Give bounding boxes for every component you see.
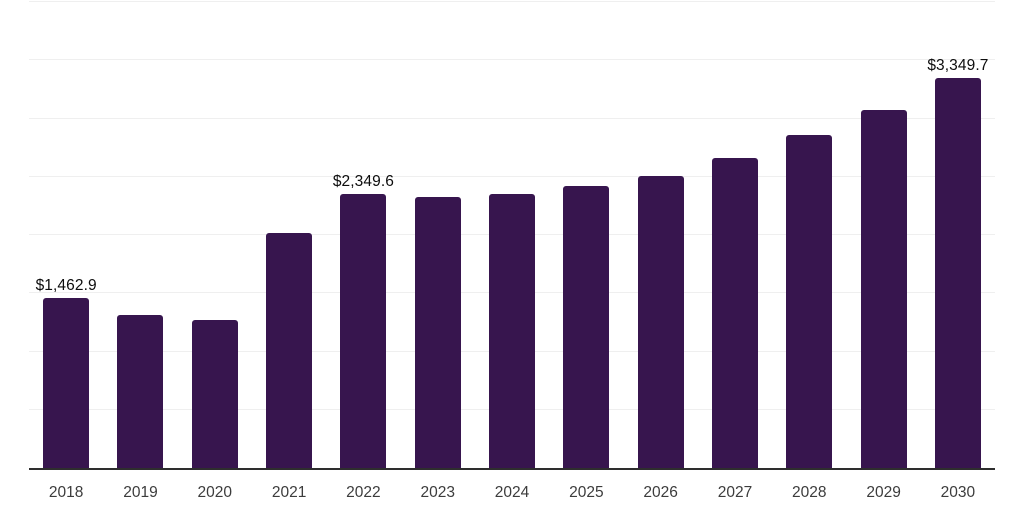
bar-2020 bbox=[191, 320, 238, 468]
x-tick-label: 2023 bbox=[420, 484, 455, 501]
bar-value-label: $3,349.7 bbox=[927, 56, 989, 74]
bar-2023 bbox=[414, 197, 461, 468]
gridline bbox=[29, 59, 995, 61]
bar-column-2026 bbox=[624, 0, 698, 468]
x-tick-label: 2026 bbox=[643, 484, 678, 501]
bar-series: $1,462.9 $2,349.6 $3,349.7 bbox=[29, 0, 995, 468]
gridline bbox=[29, 117, 995, 119]
bar-value-label: $1,462.9 bbox=[35, 276, 97, 294]
bar-column-2023 bbox=[401, 0, 475, 468]
bar-column-2025 bbox=[549, 0, 623, 468]
x-tick-label: 2025 bbox=[569, 484, 604, 501]
x-tick-label: 2029 bbox=[866, 484, 901, 501]
bar-2021 bbox=[266, 232, 313, 468]
x-tick-label: 2021 bbox=[271, 484, 307, 501]
bar-value-label: $2,349.6 bbox=[332, 173, 394, 191]
bar-column-2022: $2,349.6 bbox=[326, 0, 400, 468]
bar-column-2024 bbox=[475, 0, 549, 468]
plot-area: $1,462.9 $2,349.6 $3,349.7 bbox=[29, 0, 995, 470]
gridline bbox=[29, 1, 995, 2]
bar-column-2019 bbox=[103, 0, 177, 468]
gridline bbox=[29, 175, 995, 177]
bar-column-2030: $3,349.7 bbox=[921, 0, 995, 468]
bar-2029 bbox=[860, 110, 907, 468]
x-tick-label: 2024 bbox=[494, 484, 530, 501]
bar-column-2027 bbox=[698, 0, 772, 468]
bar-2019 bbox=[117, 314, 164, 468]
bar-2024 bbox=[489, 193, 536, 468]
bar-column-2018: $1,462.9 bbox=[29, 0, 103, 468]
x-axis-labels: 2018 2019 2020 2021 2022 2023 2024 2025 2026 2027… bbox=[29, 470, 995, 502]
x-tick-label: 2018 bbox=[48, 484, 84, 501]
bar-2030: $3,349.7 bbox=[927, 57, 988, 468]
x-tick-label: 2027 bbox=[717, 484, 753, 501]
x-tick-label: 2030 bbox=[940, 484, 976, 501]
x-tick-label: 2020 bbox=[197, 484, 233, 501]
bar-column-2029 bbox=[846, 0, 920, 468]
bar-2018: $1,462.9 bbox=[36, 277, 97, 468]
bar-column-2021 bbox=[252, 0, 326, 468]
x-tick-label: 2028 bbox=[792, 484, 827, 501]
bar-column-2020 bbox=[178, 0, 252, 468]
bar-2025 bbox=[563, 186, 610, 468]
bar-2027 bbox=[711, 157, 758, 468]
x-tick-label: 2022 bbox=[346, 484, 381, 501]
bar-2022: $2,349.6 bbox=[333, 173, 394, 468]
bar-column-2028 bbox=[772, 0, 846, 468]
bar-2028 bbox=[786, 134, 833, 468]
x-tick-label: 2019 bbox=[123, 484, 158, 501]
bar-2026 bbox=[637, 176, 684, 468]
